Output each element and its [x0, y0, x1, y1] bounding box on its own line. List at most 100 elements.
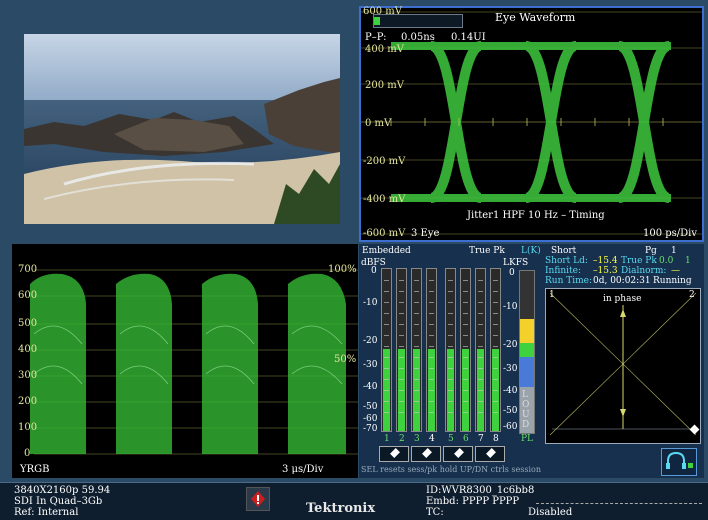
audio-loud-letter-u: U	[522, 410, 530, 420]
eye-y-label-400: 400 mV	[365, 44, 404, 55]
audio-meter-tick	[463, 390, 468, 391]
audio-meter-tick	[493, 302, 498, 303]
waveform-display	[30, 269, 358, 455]
picture-panel[interactable]	[12, 14, 352, 240]
audio-lkfs-scale-20: -20	[503, 340, 518, 350]
waveform-y-600: 600	[18, 290, 38, 301]
eye-y-label-neg600: -600 mV	[363, 228, 406, 239]
loudness-pg-label: Pg	[645, 246, 657, 256]
audio-meter-tick	[478, 280, 483, 281]
eye-title: Eye Waveform	[495, 11, 576, 24]
status-embd: Embd: PPPP PPPP	[426, 496, 520, 507]
audio-loud-letter-l: L	[522, 390, 528, 400]
status-format: 3840X2160p 59.94	[14, 485, 111, 496]
eye-y-label-600: 600 mV	[363, 6, 402, 17]
audio-meter-tick	[463, 335, 468, 336]
audio-meter-tick	[478, 302, 483, 303]
audio-footer-help: SEL resets sess/pk hold UP/DN ctrls sess…	[361, 465, 541, 474]
audio-meter-tick	[384, 357, 389, 358]
loudness-true-pk-value: 0.0	[659, 256, 674, 266]
audio-meter-tick	[463, 291, 468, 292]
audio-meter-tick	[493, 357, 498, 358]
audio-channel-bar-1	[381, 268, 392, 432]
alarm-icon[interactable]	[246, 487, 270, 511]
waveform-y-500: 500	[18, 318, 38, 329]
audio-meter-tick	[478, 379, 483, 380]
audio-meter-tick	[429, 368, 434, 369]
status-tc-label: TC:	[426, 507, 444, 518]
audio-meter-tick	[463, 401, 468, 402]
eye-pp-label: P–P:	[365, 32, 387, 43]
audio-meter-tick	[463, 412, 468, 413]
audio-meter-tick	[448, 324, 453, 325]
brand-logo: Tektronix	[306, 501, 376, 516]
waveform-y-200: 200	[18, 396, 38, 407]
audio-meter-tick	[478, 412, 483, 413]
audio-channel-bar-7	[475, 268, 486, 432]
audio-meter-tick	[478, 390, 483, 391]
audio-meter-tick	[493, 346, 498, 347]
audio-channel-3: 3	[414, 434, 420, 444]
audio-meter-tick	[493, 291, 498, 292]
audio-lkfs-scale-30: -30	[503, 364, 518, 374]
audio-meter-tick	[399, 313, 404, 314]
audio-meter-tick	[463, 302, 468, 303]
audio-meter-panel[interactable]: Embedded True Pk L(K): dBFS LKFS 0 -10 -…	[359, 244, 545, 478]
audio-meter-tick	[493, 401, 498, 402]
audio-channel-6: 6	[463, 434, 469, 444]
audio-meter-tick	[478, 401, 483, 402]
eye-waveform-panel[interactable]: Eye Waveform P–P: 0.05ns 0.14UI 600 mV 4…	[359, 6, 704, 242]
audio-phase-icon-78	[475, 446, 505, 462]
loudness-true-pk-channel: 1	[685, 256, 691, 266]
audio-meter-tick	[463, 324, 468, 325]
audio-meter-tick	[384, 324, 389, 325]
headphone-button[interactable]	[661, 448, 697, 476]
audio-meter-tick	[384, 368, 389, 369]
audio-channel-2: 2	[399, 434, 405, 444]
audio-lkfs-unit: LKFS	[503, 258, 529, 268]
audio-meter-tick	[414, 412, 419, 413]
audio-meter-tick	[399, 291, 404, 292]
audio-meter-tick	[429, 280, 434, 281]
audio-meter-tick	[493, 324, 498, 325]
audio-meter-tick	[448, 291, 453, 292]
audio-meter-tick	[448, 280, 453, 281]
audio-meter-tick	[448, 390, 453, 391]
eye-trace	[391, 41, 671, 203]
audio-loud-letter-o: O	[522, 400, 530, 410]
headphone-icon	[666, 451, 693, 469]
loudness-short-ld-label: Short Ld:	[545, 256, 588, 266]
audio-meter-tick	[448, 357, 453, 358]
audio-meter-tick	[399, 401, 404, 402]
audio-meter-tick	[448, 368, 453, 369]
waveform-panel[interactable]: 700 600 500 400 300 200 100 0 100% 50% Y…	[12, 244, 358, 478]
audio-channel-bar-8	[490, 268, 501, 432]
audio-dbfs-unit: dBFS	[361, 258, 386, 268]
eye-pp-ui: 0.14UI	[451, 32, 486, 43]
audio-ballistic-label: True Pk	[469, 246, 505, 256]
audio-dbfs-scale-50: -50	[363, 402, 378, 412]
audio-meter-tick	[414, 379, 419, 380]
audio-meter-tick	[399, 335, 404, 336]
audio-phase-icon-56	[443, 446, 473, 462]
audio-meter-tick	[429, 346, 434, 347]
eye-waveform-display	[361, 11, 702, 235]
waveform-y-700: 700	[18, 264, 38, 275]
loudness-panel[interactable]: Short Pg 1 Short Ld: –15.4 True Pk 0.0 1…	[541, 244, 704, 478]
audio-meter-tick	[399, 368, 404, 369]
loudness-dialnorm-value: —	[671, 266, 680, 276]
audio-meter-tick	[429, 302, 434, 303]
audio-meter-tick	[478, 324, 483, 325]
loudness-dialnorm-label: Dialnorm:	[621, 266, 667, 276]
audio-channel-7: 7	[478, 434, 484, 444]
audio-meter-tick	[414, 313, 419, 314]
waveform-y-0: 0	[24, 448, 31, 459]
audio-channel-bar-5	[445, 268, 456, 432]
audio-meter-tick	[448, 346, 453, 347]
audio-dbfs-scale-10: -10	[363, 298, 378, 308]
loudness-infinite-label: Infinite:	[545, 266, 582, 276]
audio-meter-tick	[414, 280, 419, 281]
audio-meter-tick	[448, 412, 453, 413]
waveform-y-300: 300	[18, 370, 38, 381]
audio-meter-tick	[463, 357, 468, 358]
